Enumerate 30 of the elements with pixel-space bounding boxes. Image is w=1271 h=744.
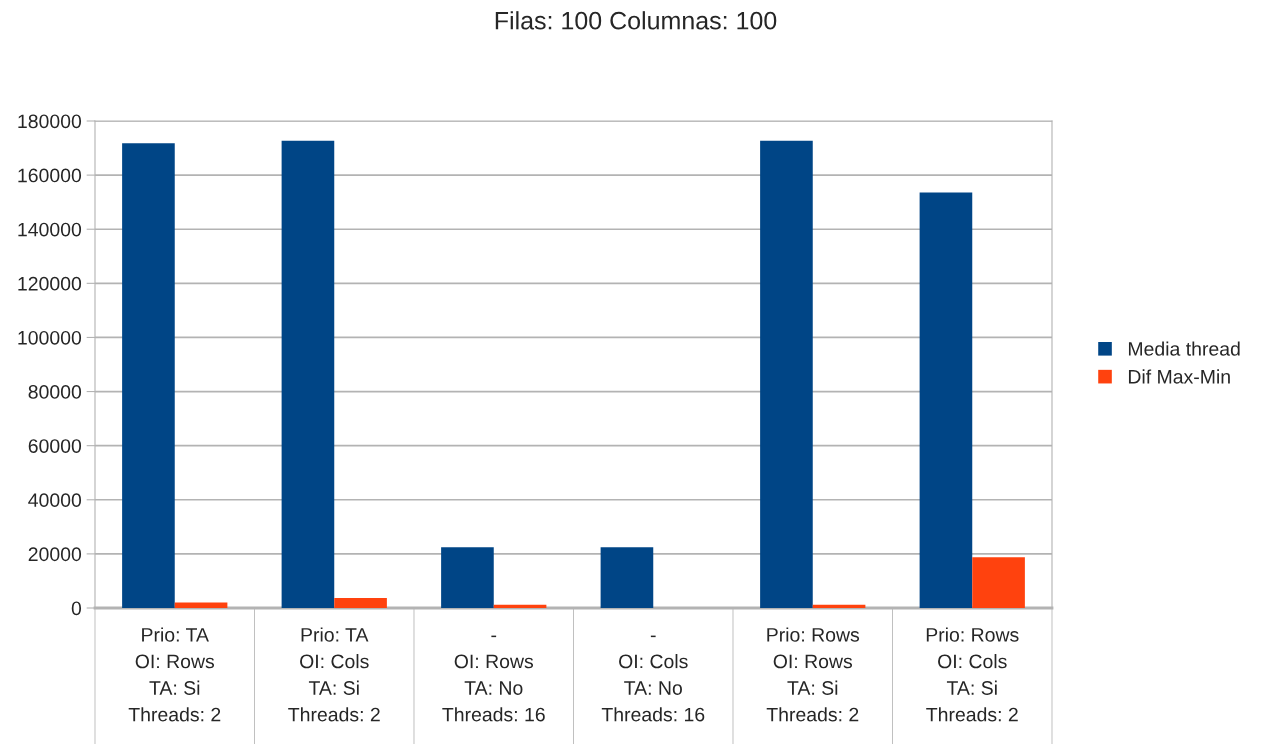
y-tick-label: 20000	[28, 547, 82, 562]
x-tick-label: Prio: Rows OI: Cols TA: Si Threads: 2	[926, 627, 1019, 722]
x-tick-label: - OI: Rows TA: No Threads: 16	[442, 635, 545, 722]
bar	[760, 140, 813, 608]
bar	[972, 557, 1025, 608]
bar	[122, 143, 175, 608]
y-tick-label: 100000	[18, 330, 82, 345]
y-tick-label: 40000	[28, 493, 82, 508]
bar	[441, 547, 494, 608]
x-tick-label: Prio: Rows OI: Rows TA: Si Threads: 2	[766, 627, 860, 722]
y-tick-label: 140000	[18, 222, 82, 237]
bar	[281, 140, 335, 608]
x-tick-label: - OI: Cols TA: No Threads: 16	[601, 635, 705, 722]
y-tick-label: 120000	[18, 276, 82, 291]
y-tick-label: 80000	[28, 385, 82, 399]
bar	[334, 597, 387, 608]
legend-label: Media thread	[1128, 341, 1240, 356]
bar	[174, 602, 228, 608]
y-tick-label: 60000	[28, 439, 82, 453]
bar	[919, 192, 973, 608]
bar	[812, 604, 866, 608]
bar	[493, 604, 547, 608]
y-tick-label: 0	[71, 601, 82, 616]
x-tick-label: Prio: TA OI: Rows TA: Si Threads: 2	[128, 627, 221, 722]
chart-title: Filas: 100 Columnas: 100	[495, 11, 777, 30]
legend-label: Dif Max-Min	[1128, 369, 1230, 384]
bar	[600, 547, 654, 608]
y-tick-label: 180000	[18, 114, 82, 129]
x-tick-label: Prio: TA OI: Cols TA: Si Threads: 2	[288, 627, 380, 722]
y-tick-label: 160000	[18, 168, 82, 183]
